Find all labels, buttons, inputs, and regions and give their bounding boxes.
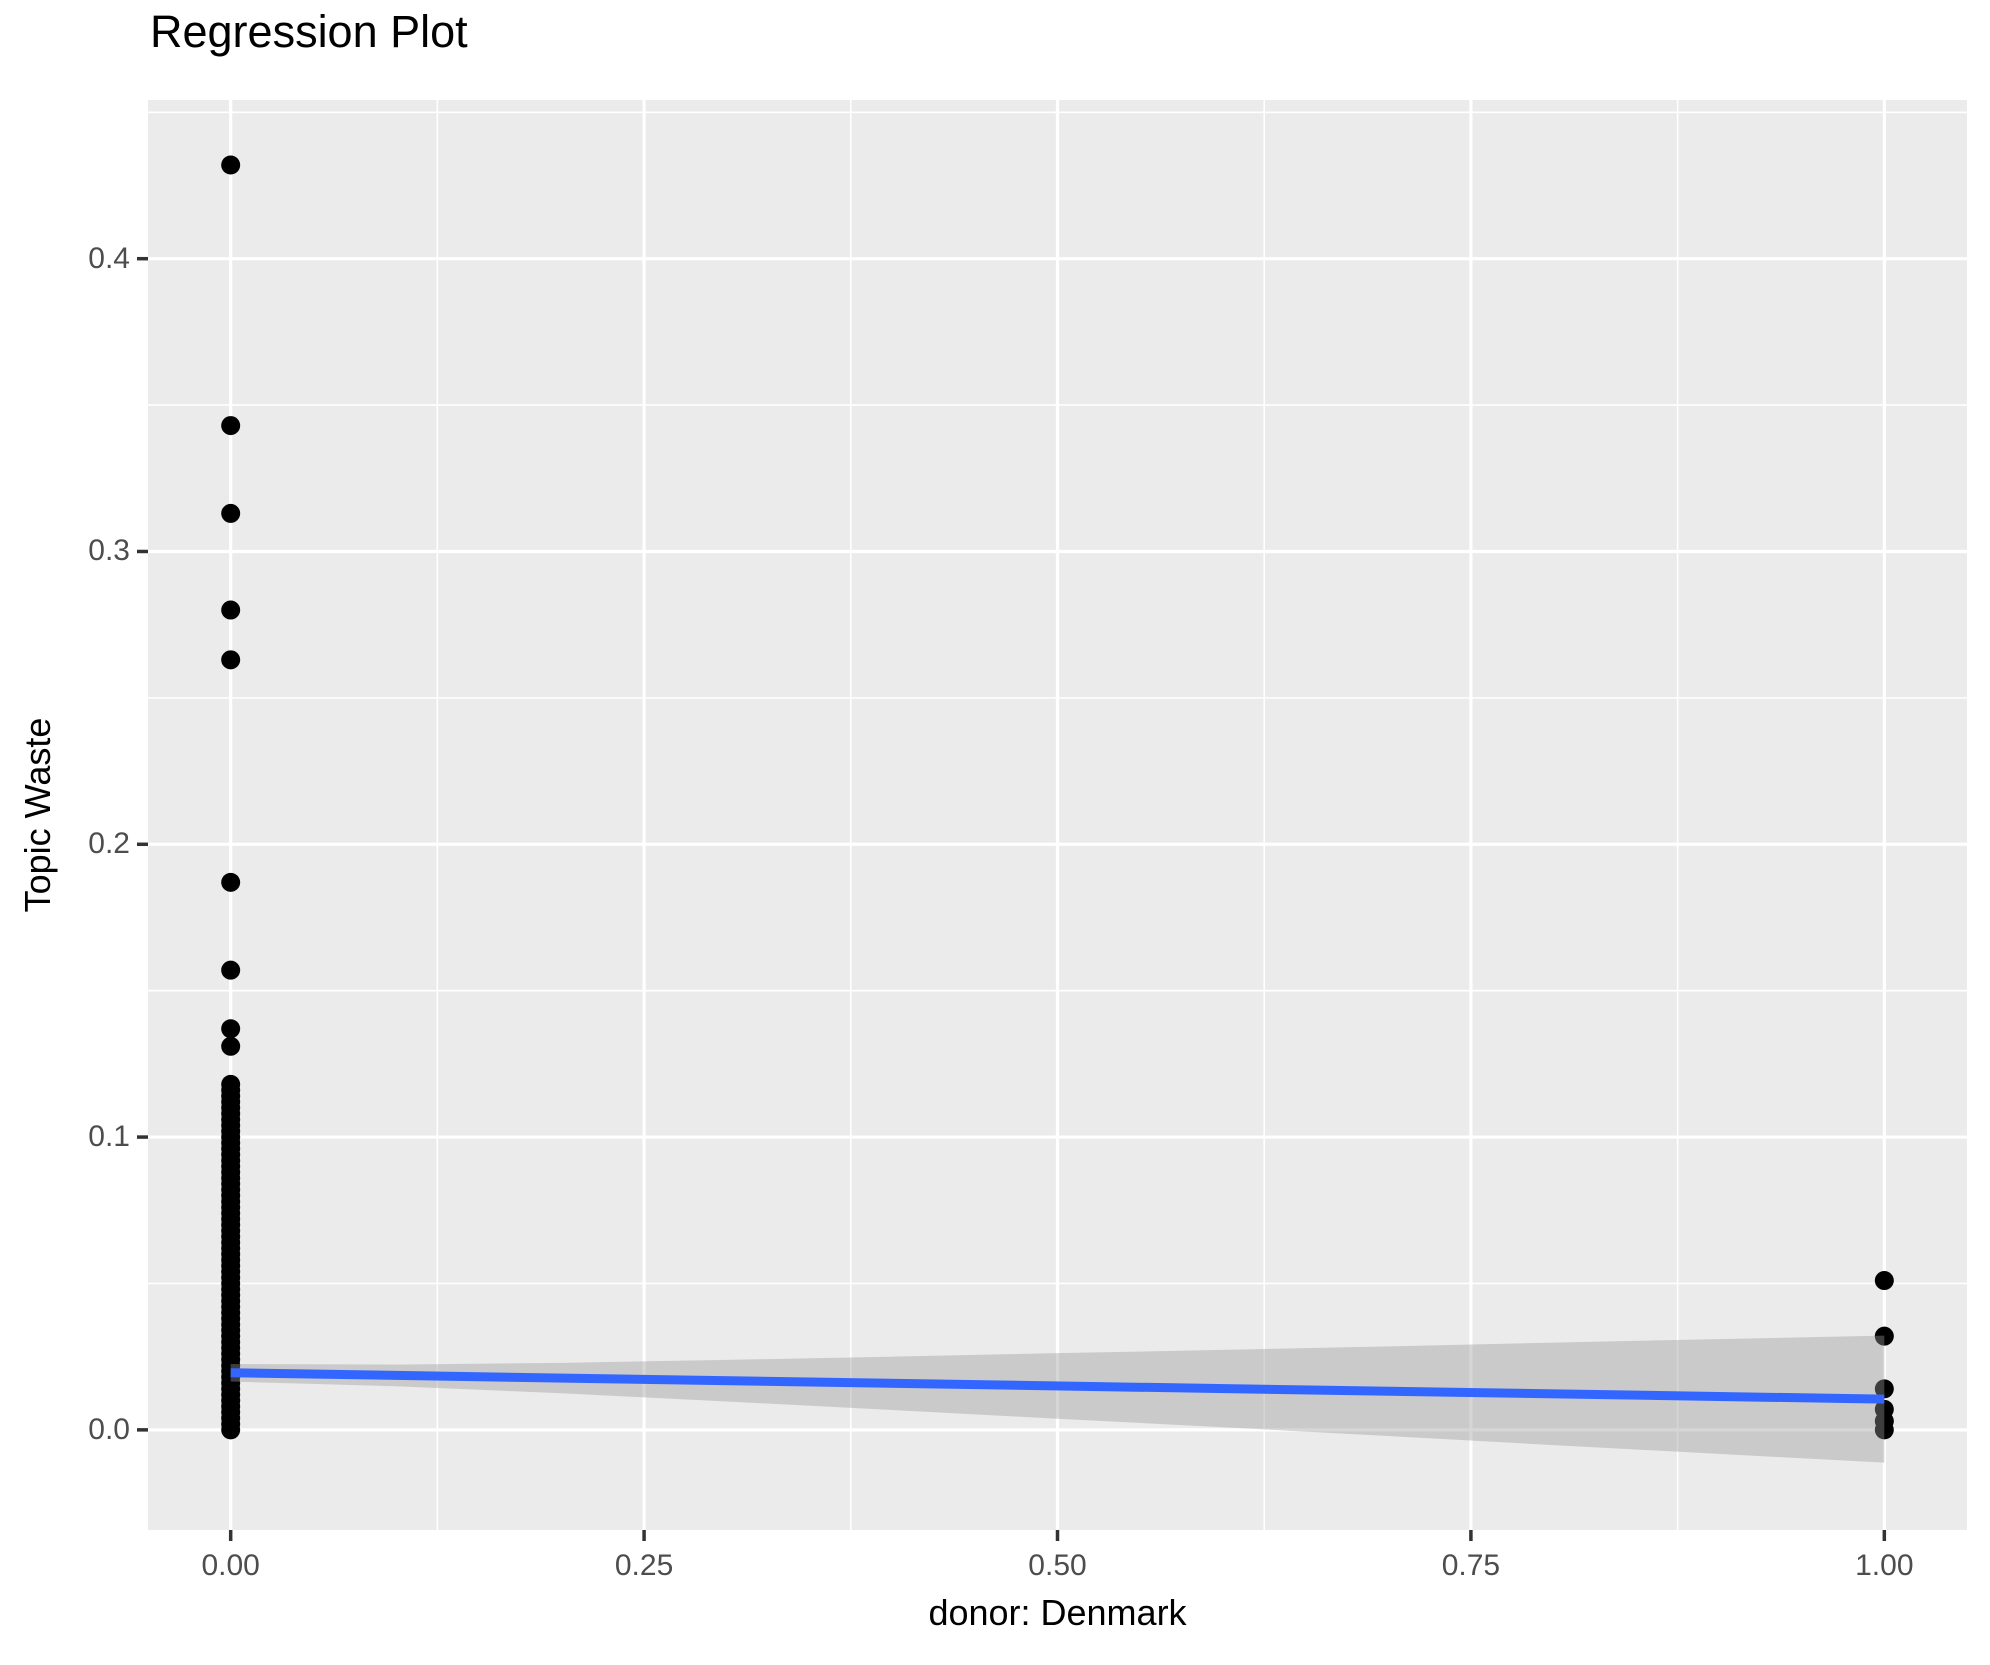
data-point — [221, 872, 241, 892]
y-tick-label-0.0: 0.0 — [88, 1412, 130, 1446]
observations-donor-0 — [221, 155, 241, 1440]
x-tick-label-0.50: 0.50 — [1028, 1549, 1087, 1582]
data-point — [221, 503, 241, 523]
y-tick-label-0.4: 0.4 — [88, 241, 130, 275]
data-point — [221, 1420, 241, 1440]
y-tick-label-0.1: 0.1 — [88, 1120, 130, 1154]
y-tick-label-0.2: 0.2 — [88, 827, 130, 861]
data-point — [1874, 1379, 1894, 1399]
axis-tick-marks — [137, 256, 1887, 1541]
data-point — [221, 600, 241, 620]
data-point — [221, 1019, 241, 1039]
data-point — [221, 155, 241, 175]
x-tick-label-0.00: 0.00 — [201, 1549, 260, 1582]
data-point — [221, 650, 241, 670]
data-point — [221, 416, 241, 436]
x-tick-label-0.25: 0.25 — [614, 1549, 674, 1582]
x-axis-title: donor: Denmark — [928, 1592, 1187, 1633]
y-tick-label-0.3: 0.3 — [88, 534, 130, 568]
x-tick-label-0.75: 0.75 — [1441, 1549, 1501, 1582]
x-tick-label-1.00: 1.00 — [1855, 1549, 1914, 1582]
data-point — [1874, 1420, 1894, 1440]
data-point — [1874, 1326, 1894, 1346]
confidence-band — [230, 1335, 1885, 1463]
regression-line — [230, 1368, 1885, 1404]
observations-donor-1 — [1874, 1271, 1894, 1440]
data-point — [221, 1036, 241, 1056]
data-point — [1874, 1271, 1894, 1291]
data-point — [221, 960, 241, 980]
plot-title: Regression Plot — [150, 6, 468, 57]
y-axis-title: Topic Waste — [17, 717, 58, 913]
